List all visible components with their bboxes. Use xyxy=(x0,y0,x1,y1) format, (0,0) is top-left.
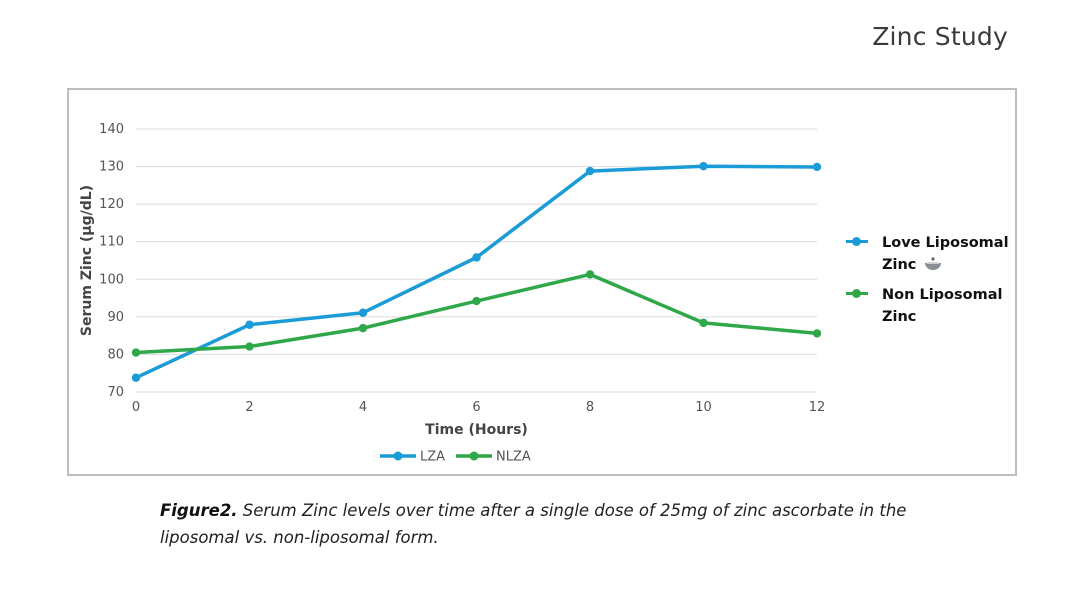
y-tick-label: 110 xyxy=(99,235,124,250)
x-tick-label: 10 xyxy=(695,400,712,415)
data-point-lza xyxy=(358,308,368,317)
side-legend-item-lza: Love Liposomal Zinc xyxy=(846,232,1036,276)
data-point-nlza xyxy=(245,342,254,351)
x-tick-label: 2 xyxy=(245,400,253,415)
y-tick-label: 80 xyxy=(107,347,124,362)
data-point-nlza xyxy=(699,318,708,328)
legend-marker-nlza xyxy=(469,451,479,461)
y-axis-title: Serum Zinc (µg/dL) xyxy=(79,185,95,336)
data-point-nlza xyxy=(585,270,595,279)
figure-caption: Figure2. Serum Zinc levels over time aft… xyxy=(160,497,960,551)
page-title: Zinc Study xyxy=(872,22,1008,51)
data-point-lza xyxy=(472,253,481,262)
legend-label-lza: LZA xyxy=(420,450,445,465)
x-axis-title: Time (Hours) xyxy=(425,422,528,438)
chart-frame: 70 80 90 100 110 120 130 140 0 2 4 6 8 10 12 Time (Hour… xyxy=(67,88,1017,476)
x-tick-label: 12 xyxy=(809,400,826,415)
y-tick-label: 70 xyxy=(107,385,124,400)
x-tick-label: 6 xyxy=(472,400,480,415)
data-point-lza xyxy=(699,161,708,171)
x-tick-label: 4 xyxy=(359,400,367,415)
data-point-lza xyxy=(585,166,595,176)
side-legend-item-nlza: Non Liposomal Zinc xyxy=(846,284,1036,328)
side-legend-dot-nlza xyxy=(852,289,861,298)
y-tick-label: 140 xyxy=(99,122,124,137)
data-point-nlza xyxy=(812,329,822,338)
series-line-nlza xyxy=(134,272,819,355)
legend-label-nlza: NLZA xyxy=(496,450,531,465)
data-point-nlza xyxy=(472,296,481,306)
x-tick-label: 0 xyxy=(132,400,140,415)
side-legend-label-lza: Love Liposomal Zinc xyxy=(882,235,1009,273)
y-tick-label: 120 xyxy=(99,197,124,212)
side-legend-dot-lza xyxy=(852,237,861,246)
side-legend-swatch-lza xyxy=(846,237,868,246)
bowl-icon xyxy=(925,257,942,270)
data-point-lza xyxy=(131,373,141,382)
y-tick-label: 130 xyxy=(99,160,124,175)
data-point-nlza xyxy=(358,323,368,333)
line-chart: 70 80 90 100 110 120 130 140 0 2 4 6 8 10 12 Time (Hour… xyxy=(79,122,826,465)
legend-marker-lza xyxy=(393,451,403,461)
caption-text: Serum Zinc levels over time after a sing… xyxy=(160,501,907,547)
data-point-lza xyxy=(245,320,254,329)
side-legend-swatch-nlza xyxy=(846,289,868,298)
x-tick-label: 8 xyxy=(586,400,594,415)
caption-label: Figure2. xyxy=(160,501,238,520)
data-point-lza xyxy=(812,162,822,172)
y-tick-label: 90 xyxy=(107,310,124,325)
y-tick-label: 100 xyxy=(99,272,124,287)
side-legend: Love Liposomal Zinc Non Liposomal Zinc xyxy=(846,232,1036,336)
data-point-nlza xyxy=(131,348,141,357)
side-legend-label-nlza: Non Liposomal Zinc xyxy=(882,287,1003,325)
